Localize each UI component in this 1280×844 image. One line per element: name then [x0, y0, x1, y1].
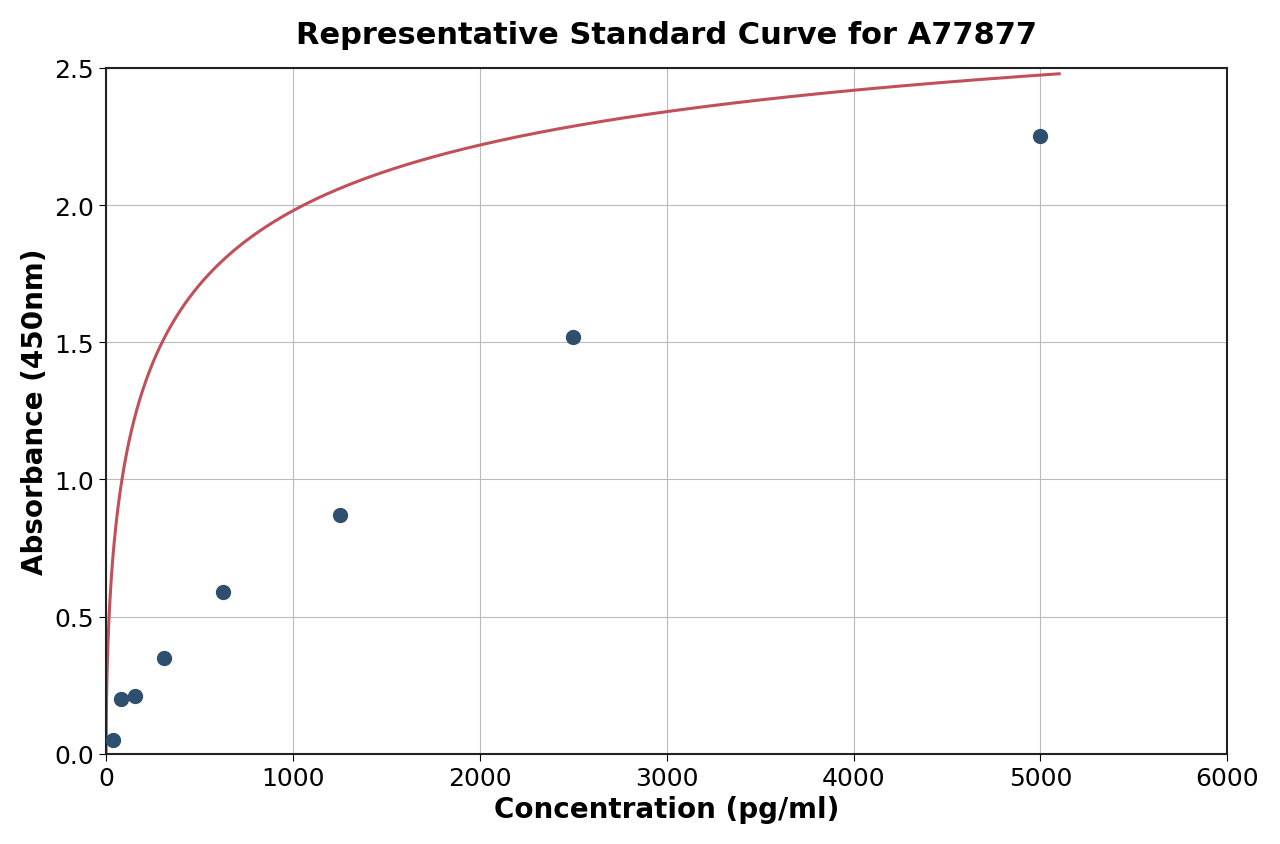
- Title: Representative Standard Curve for A77877: Representative Standard Curve for A77877: [296, 21, 1037, 50]
- Point: [110, 692, 131, 706]
- X-axis label: Concentration (pg/ml): Concentration (pg/ml): [494, 795, 840, 823]
- Point: [563, 331, 584, 344]
- Y-axis label: Absorbance (450nm): Absorbance (450nm): [20, 248, 49, 575]
- Point: [212, 586, 233, 599]
- Point: [125, 690, 146, 703]
- Point: [104, 733, 124, 747]
- Point: [154, 652, 174, 665]
- Point: [1030, 131, 1051, 144]
- Point: [329, 509, 349, 522]
